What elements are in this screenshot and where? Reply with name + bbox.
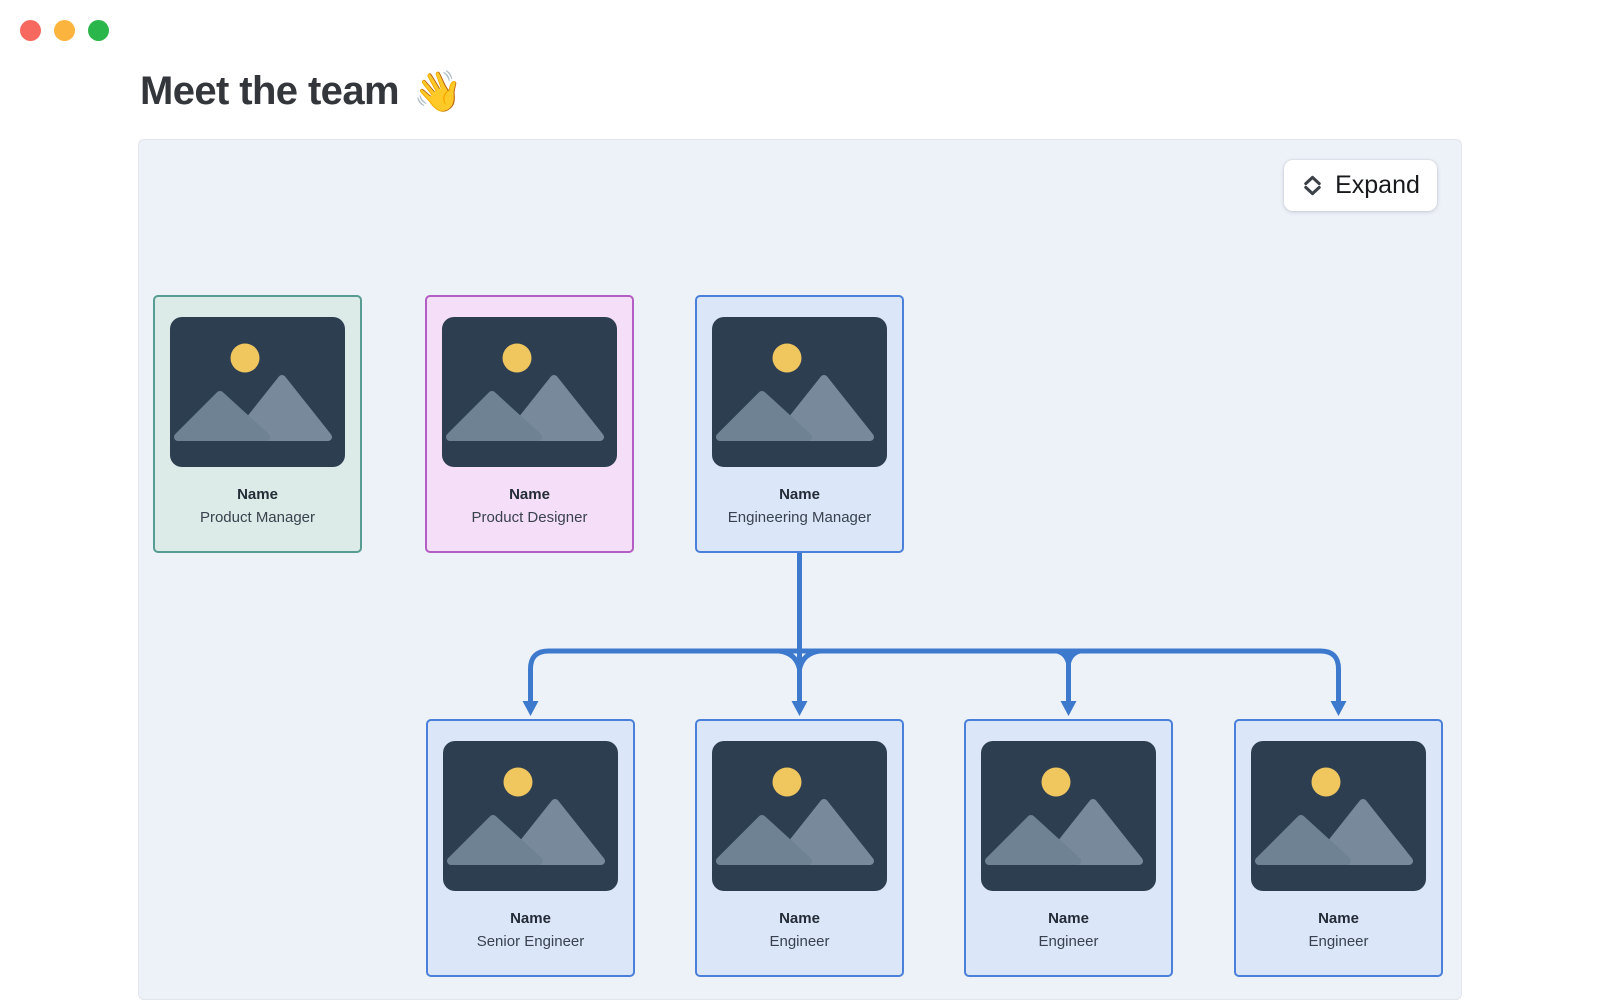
member-name: Name bbox=[510, 910, 551, 927]
mountain-right-icon bbox=[774, 799, 874, 865]
member-role: Engineer bbox=[1308, 933, 1369, 950]
mountain-right-icon bbox=[774, 375, 874, 441]
window-controls bbox=[20, 20, 109, 41]
mountain-right-icon bbox=[232, 375, 332, 441]
member-role: Engineering Manager bbox=[727, 509, 872, 526]
org-card-engineer-3[interactable]: Name Engineer bbox=[1234, 719, 1443, 977]
member-role: Product Manager bbox=[199, 509, 316, 526]
page-title: Meet the team 👋 bbox=[140, 68, 463, 115]
minimize-window-button[interactable] bbox=[54, 20, 75, 41]
mountain-right-icon bbox=[1313, 799, 1413, 865]
image-placeholder-icon bbox=[443, 741, 618, 891]
member-role: Senior Engineer bbox=[476, 933, 585, 950]
sun-icon bbox=[772, 343, 802, 373]
image-placeholder-icon bbox=[981, 741, 1156, 891]
sun-icon bbox=[1311, 767, 1341, 797]
mountain-right-icon bbox=[1043, 799, 1143, 865]
sun-icon bbox=[503, 767, 533, 797]
close-window-button[interactable] bbox=[20, 20, 41, 41]
image-placeholder-icon bbox=[712, 317, 887, 467]
expand-button[interactable]: Expand bbox=[1284, 160, 1437, 211]
member-role: Engineer bbox=[769, 933, 830, 950]
mountain-right-icon bbox=[504, 375, 604, 441]
mountain-left-icon bbox=[174, 391, 270, 441]
mountain-left-icon bbox=[447, 815, 543, 865]
member-name: Name bbox=[779, 486, 820, 503]
waving-hand-emoji: 👋 bbox=[412, 70, 463, 114]
image-placeholder-icon bbox=[442, 317, 617, 467]
mountain-left-icon bbox=[716, 815, 812, 865]
sun-icon bbox=[230, 343, 260, 373]
member-name: Name bbox=[1318, 910, 1359, 927]
org-card-engineering-manager[interactable]: Name Engineering Manager bbox=[695, 295, 904, 553]
sun-icon bbox=[1041, 767, 1071, 797]
zoom-window-button[interactable] bbox=[88, 20, 109, 41]
org-card-engineer-2[interactable]: Name Engineer bbox=[964, 719, 1173, 977]
member-name: Name bbox=[779, 910, 820, 927]
page-title-text: Meet the team bbox=[140, 69, 400, 113]
sun-icon bbox=[772, 767, 802, 797]
member-name: Name bbox=[509, 486, 550, 503]
org-card-product-manager[interactable]: Name Product Manager bbox=[153, 295, 362, 553]
member-name: Name bbox=[237, 486, 278, 503]
member-role: Engineer bbox=[1038, 933, 1099, 950]
image-placeholder-icon bbox=[170, 317, 345, 467]
org-card-senior-engineer[interactable]: Name Senior Engineer bbox=[426, 719, 635, 977]
expand-button-label: Expand bbox=[1335, 171, 1420, 199]
org-card-engineer-1[interactable]: Name Engineer bbox=[695, 719, 904, 977]
member-name: Name bbox=[1048, 910, 1089, 927]
mountain-left-icon bbox=[1255, 815, 1351, 865]
member-role: Product Designer bbox=[471, 509, 588, 526]
image-placeholder-icon bbox=[1251, 741, 1426, 891]
unfold-vertical-icon bbox=[1304, 175, 1321, 196]
org-card-product-designer[interactable]: Name Product Designer bbox=[425, 295, 634, 553]
image-placeholder-icon bbox=[712, 741, 887, 891]
mountain-left-icon bbox=[446, 391, 542, 441]
mountain-left-icon bbox=[985, 815, 1081, 865]
mountain-left-icon bbox=[716, 391, 812, 441]
sun-icon bbox=[502, 343, 532, 373]
mountain-right-icon bbox=[505, 799, 605, 865]
